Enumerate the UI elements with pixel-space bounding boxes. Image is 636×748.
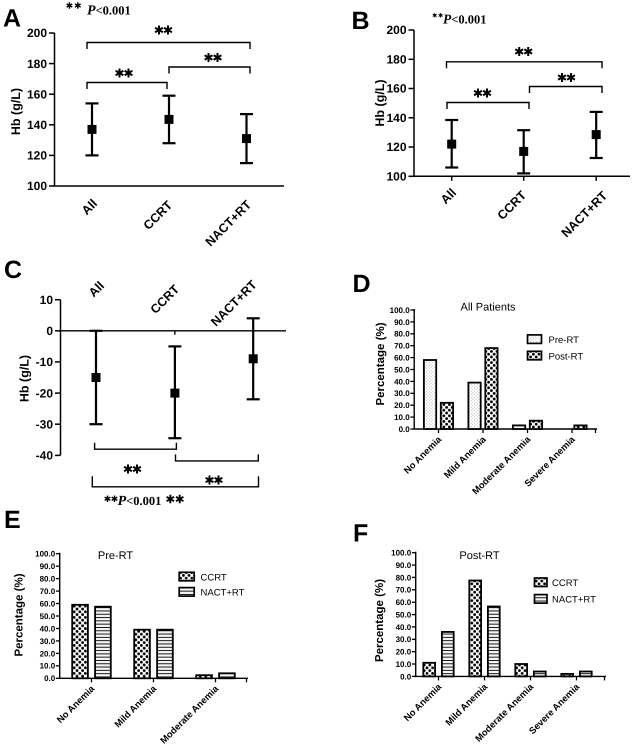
svg-text:10.0: 10.0 (40, 662, 56, 671)
svg-text:60.0: 60.0 (40, 599, 56, 608)
svg-text:200: 200 (386, 23, 406, 37)
svg-text:Post-RT: Post-RT (549, 351, 584, 362)
svg-text:80.0: 80.0 (394, 330, 410, 339)
svg-text:Percentage (%): Percentage (%) (14, 573, 26, 656)
svg-text:70.0: 70.0 (40, 587, 56, 596)
svg-text:B: B (352, 7, 370, 35)
svg-text:0.0: 0.0 (400, 672, 412, 681)
svg-text:Percentage (%): Percentage (%) (375, 322, 387, 405)
svg-text:180: 180 (386, 53, 406, 67)
svg-text:40.0: 40.0 (396, 623, 412, 632)
svg-text:Pre-RT: Pre-RT (549, 335, 580, 346)
svg-text:0.0: 0.0 (44, 674, 56, 683)
svg-text:100: 100 (386, 170, 406, 184)
svg-text:P<0.001: P<0.001 (118, 494, 162, 509)
svg-text:100.0: 100.0 (391, 549, 412, 558)
svg-text:70.0: 70.0 (394, 342, 410, 351)
svg-text:P<0.001: P<0.001 (443, 12, 487, 27)
svg-text:0: 0 (46, 324, 53, 338)
svg-text:All Patients: All Patients (460, 302, 516, 314)
svg-text:NACT+RT: NACT+RT (201, 588, 245, 599)
svg-text:40.0: 40.0 (40, 624, 56, 633)
svg-text:200: 200 (27, 26, 47, 40)
svg-text:10: 10 (40, 293, 54, 307)
svg-text:D: D (353, 270, 371, 298)
svg-text:Hb (g/L): Hb (g/L) (373, 79, 387, 126)
svg-text:20.0: 20.0 (394, 401, 410, 410)
svg-text:Hb (g/L): Hb (g/L) (9, 88, 23, 135)
svg-text:180: 180 (27, 57, 47, 71)
svg-text:50.0: 50.0 (394, 365, 410, 374)
svg-text:90.0: 90.0 (396, 561, 412, 570)
svg-text:-30: -30 (36, 417, 54, 431)
svg-text:30.0: 30.0 (394, 389, 410, 398)
svg-text:0.0: 0.0 (399, 425, 411, 434)
svg-text:120: 120 (27, 149, 47, 163)
svg-text:100: 100 (27, 179, 47, 193)
svg-text:Hb (g/L): Hb (g/L) (18, 355, 32, 402)
svg-text:120: 120 (386, 140, 406, 154)
svg-text:60.0: 60.0 (396, 598, 412, 607)
svg-text:100.0: 100.0 (35, 550, 56, 559)
svg-text:30.0: 30.0 (396, 635, 412, 644)
svg-text:80.0: 80.0 (40, 575, 56, 584)
svg-text:80.0: 80.0 (396, 573, 412, 582)
svg-text:Percentage (%): Percentage (%) (374, 579, 386, 662)
svg-text:60.0: 60.0 (394, 354, 410, 363)
svg-text:70.0: 70.0 (396, 586, 412, 595)
svg-text:100.0: 100.0 (390, 306, 411, 315)
svg-text:E: E (4, 506, 21, 534)
svg-text:-20: -20 (36, 386, 54, 400)
svg-text:140: 140 (27, 118, 47, 132)
svg-text:10.0: 10.0 (394, 413, 410, 422)
svg-text:A: A (3, 5, 21, 33)
svg-text:10.0: 10.0 (396, 660, 412, 669)
svg-text:20.0: 20.0 (396, 648, 412, 657)
svg-text:C: C (4, 256, 22, 284)
svg-text:160: 160 (386, 82, 406, 96)
svg-text:20.0: 20.0 (40, 649, 56, 658)
svg-text:50.0: 50.0 (40, 612, 56, 621)
svg-text:160: 160 (27, 87, 47, 101)
svg-text:50.0: 50.0 (396, 611, 412, 620)
svg-text:NACT+RT: NACT+RT (552, 595, 596, 606)
svg-text:Pre-RT: Pre-RT (98, 550, 134, 562)
svg-text:40.0: 40.0 (394, 377, 410, 386)
svg-text:90.0: 90.0 (40, 562, 56, 571)
svg-text:140: 140 (386, 111, 406, 125)
svg-text:P<0.001: P<0.001 (87, 4, 131, 19)
svg-text:30.0: 30.0 (40, 637, 56, 646)
svg-text:-10: -10 (36, 355, 54, 369)
svg-text:CCRT: CCRT (201, 572, 227, 583)
svg-text:-40: -40 (36, 449, 54, 463)
svg-text:Post-RT: Post-RT (459, 550, 499, 562)
svg-text:CCRT: CCRT (552, 578, 578, 589)
svg-text:F: F (353, 520, 368, 548)
svg-text:90.0: 90.0 (394, 318, 410, 327)
